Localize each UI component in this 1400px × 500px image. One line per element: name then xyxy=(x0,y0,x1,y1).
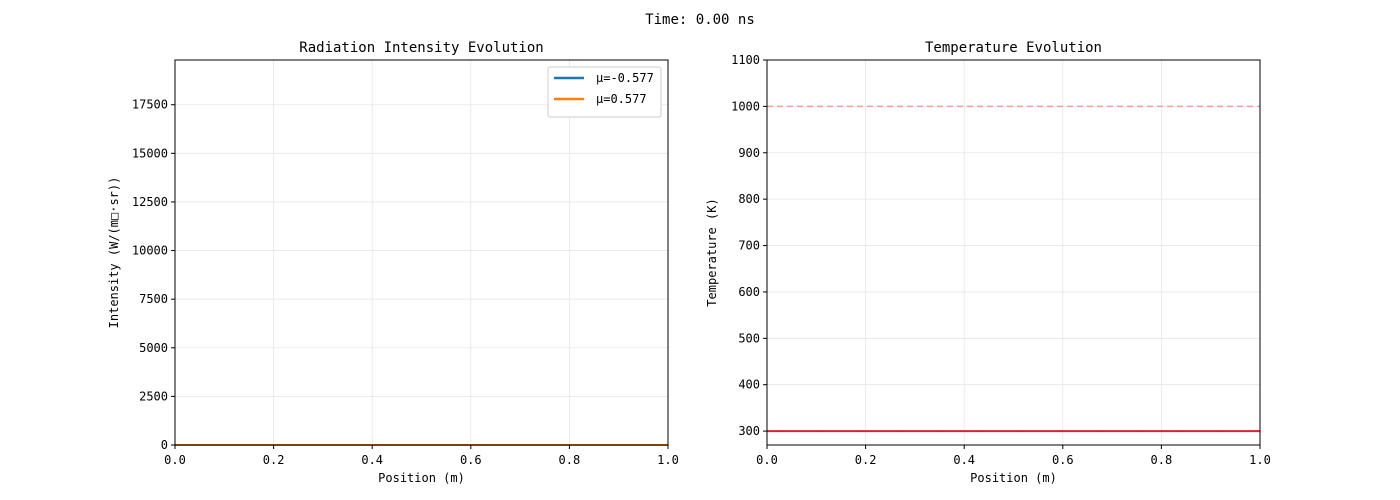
y-axis-label: Intensity (W/(m□·sr)) xyxy=(107,177,121,329)
axes-frame xyxy=(766,59,1261,446)
intensity-chart: 0.0 0.2 0.4 0.6 0.8 1.0 0 2500 5000 7500 10000 1250… xyxy=(107,40,679,485)
x-tick-label: 0.6 xyxy=(1052,453,1074,467)
y-tick-label: 7500 xyxy=(139,292,168,306)
x-tick-label: 0.0 xyxy=(164,453,186,467)
legend-label: μ=-0.577 xyxy=(596,71,654,85)
x-tick-label: 1.0 xyxy=(657,453,679,467)
y-tick-label: 10000 xyxy=(132,244,168,258)
x-tick-label: 0.2 xyxy=(855,453,877,467)
x-axis-label: Position (m) xyxy=(970,471,1057,485)
x-tick-label: 1.0 xyxy=(1249,453,1271,467)
y-tick-label: 800 xyxy=(738,192,760,206)
temperature-chart: 0.0 0.2 0.4 0.6 0.8 1.0 300 400 500 600 700 800 900 1… xyxy=(705,40,1271,485)
x-tick-label: 0.4 xyxy=(953,453,975,467)
y-tick-label: 12500 xyxy=(132,195,168,209)
y-tick-label: 17500 xyxy=(132,98,168,112)
legend: μ=-0.577 μ=0.577 xyxy=(547,66,662,118)
y-tick-label: 400 xyxy=(738,378,760,392)
x-tick-label: 0.2 xyxy=(263,453,285,467)
x-tick-label: 0.8 xyxy=(1151,453,1173,467)
y-tick-label: 900 xyxy=(738,146,760,160)
y-tick-label: 15000 xyxy=(132,146,168,160)
legend-frame xyxy=(547,66,662,118)
legend-label: μ=0.577 xyxy=(596,92,647,106)
y-tick-label: 300 xyxy=(738,424,760,438)
chart-title: Temperature Evolution xyxy=(925,40,1102,56)
x-tick-label: 0.6 xyxy=(460,453,482,467)
x-tick-label: 0.0 xyxy=(756,453,778,467)
axes-frame xyxy=(174,59,669,446)
y-tick-label: 0 xyxy=(161,438,168,452)
y-tick-label: 2500 xyxy=(139,389,168,403)
y-tick-label: 5000 xyxy=(139,341,168,355)
y-tick-label: 600 xyxy=(738,285,760,299)
chart-title: Radiation Intensity Evolution xyxy=(299,40,543,56)
x-tick-label: 0.8 xyxy=(559,453,581,467)
x-axis-label: Position (m) xyxy=(378,471,465,485)
y-tick-label: 1000 xyxy=(731,99,760,113)
y-tick-label: 500 xyxy=(738,331,760,345)
figure-suptitle: Time: 0.00 ns xyxy=(645,12,755,28)
y-axis-label: Temperature (K) xyxy=(705,198,719,306)
y-tick-label: 700 xyxy=(738,239,760,253)
x-tick-label: 0.4 xyxy=(361,453,383,467)
y-tick-label: 1100 xyxy=(731,53,760,67)
